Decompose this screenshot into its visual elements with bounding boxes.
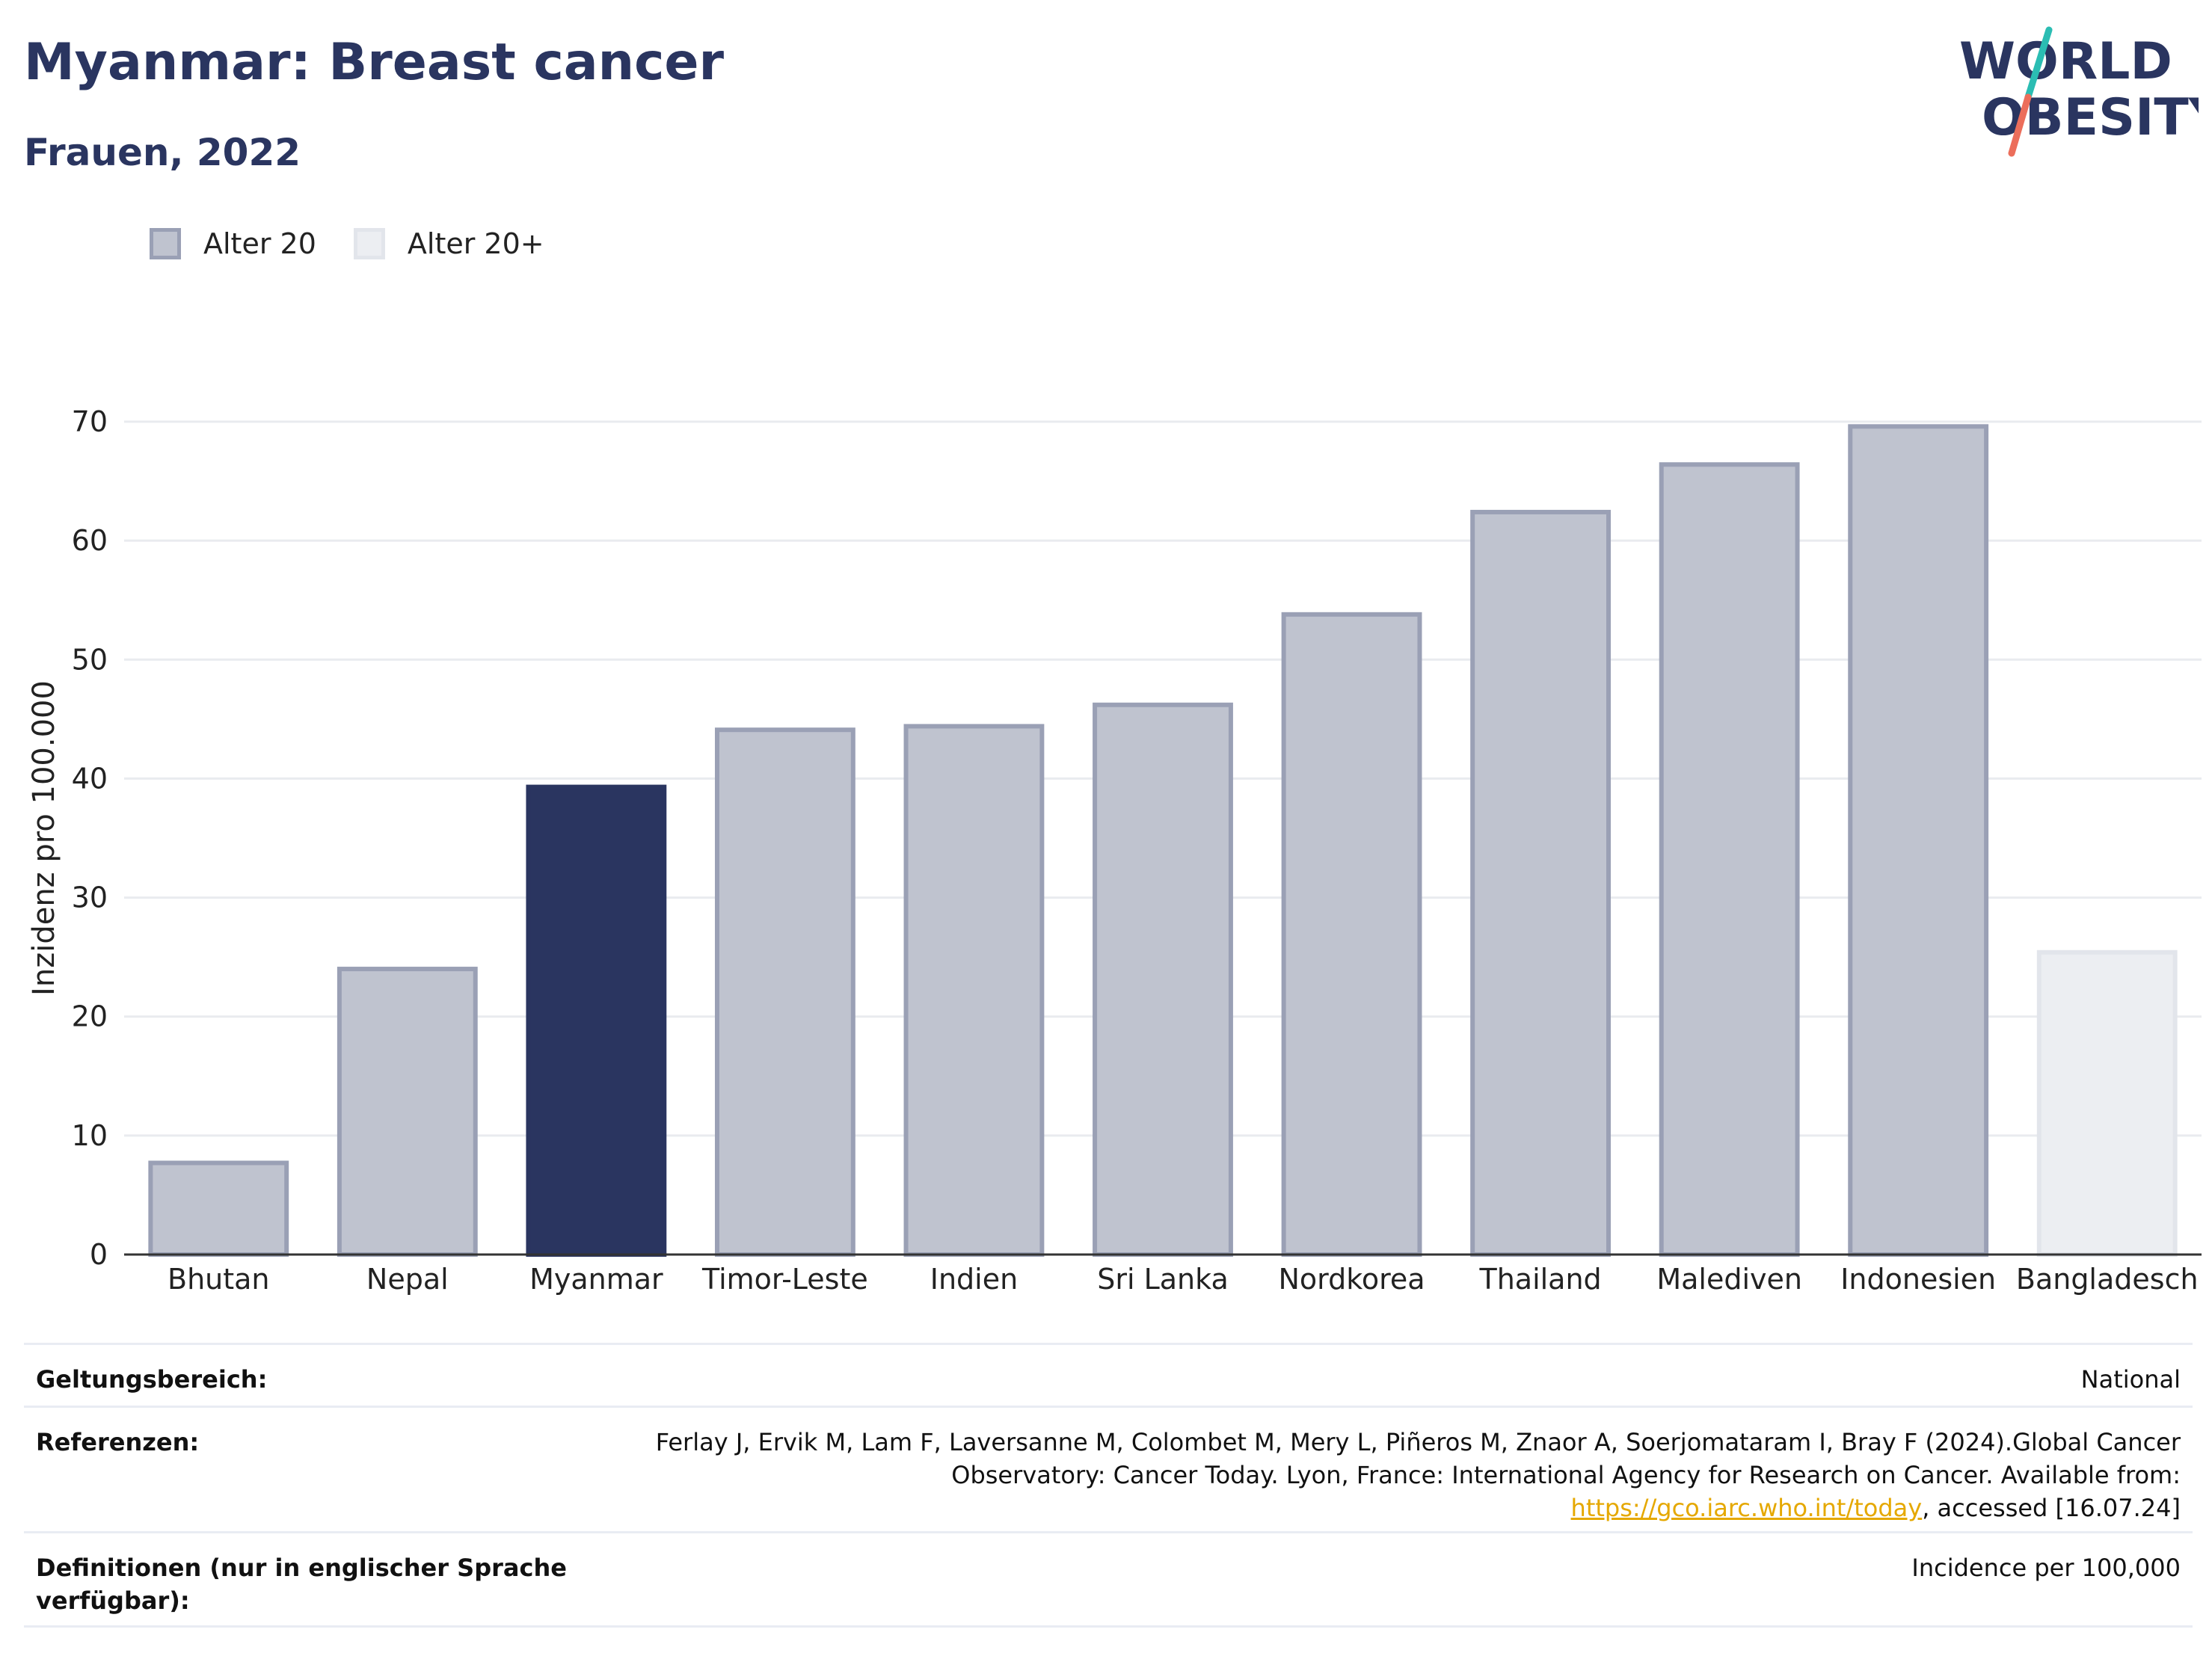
references-suffix: , accessed [16.07.24] (1922, 1494, 2181, 1522)
references-link[interactable]: https://gco.iarc.who.int/today (1570, 1494, 1923, 1522)
logo-slash-teal (2024, 26, 2053, 101)
world-obesity-logo: WORLD OBESITY (1959, 26, 2199, 157)
references-label: Referenzen: (36, 1428, 200, 1456)
x-tick-label: Malediven (1656, 1263, 1802, 1296)
x-tick-label: Bangladesch (2016, 1263, 2199, 1296)
bar-myanmar[interactable] (526, 784, 667, 1257)
y-axis-title: Inzidenz pro 100.000 (27, 680, 61, 996)
y-tick-label: 20 (72, 1000, 108, 1033)
legend-item-alter-20[interactable]: Alter 20 (150, 227, 316, 260)
bar-malediven[interactable] (1659, 462, 1800, 1258)
references-value: Ferlay J, Ervik M, Lam F, Laversanne M, … (625, 1426, 2181, 1522)
chart-title: Myanmar: Breast cancer (24, 33, 725, 92)
bar-indonesien[interactable] (1848, 424, 1989, 1257)
bar-bhutan[interactable] (148, 1160, 289, 1257)
x-tick-label: Nepal (366, 1263, 449, 1296)
legend-item-alter-20-plus[interactable]: Alter 20+ (353, 227, 544, 260)
bar-sri-lanka[interactable] (1093, 702, 1233, 1257)
y-tick-label: 60 (72, 524, 108, 557)
y-tick-label: 10 (72, 1119, 108, 1152)
bar-thailand[interactable] (1470, 509, 1612, 1258)
legend-label-alter-20: Alter 20 (203, 227, 316, 260)
legend-label-alter-20-plus: Alter 20+ (407, 227, 544, 260)
definitions-value: Incidence per 100,000 (1911, 1554, 2181, 1582)
meta-row-references: Referenzen: Ferlay J, Ervik M, Lam F, La… (24, 1408, 2193, 1533)
y-tick-label: 70 (72, 405, 108, 438)
legend-swatch-alter-20 (150, 228, 181, 259)
bar-bangladesch[interactable] (2036, 949, 2178, 1258)
x-tick-label: Indonesien (1840, 1263, 1996, 1296)
meta-table: Geltungsbereich: National Referenzen: Fe… (24, 1343, 2193, 1628)
logo-slash-coral (2008, 93, 2032, 157)
y-tick-label: 30 (72, 881, 108, 914)
legend-swatch-alter-20-plus (353, 228, 385, 259)
chart-subtitle: Frauen, 2022 (24, 131, 301, 174)
definitions-label: Definitionen (nur in englischer Sprache … (36, 1554, 567, 1615)
x-tick-label: Sri Lanka (1097, 1263, 1229, 1296)
scope-label: Geltungsbereich: (36, 1365, 268, 1394)
chart-legend: Alter 20 Alter 20+ (150, 223, 582, 265)
bar-indien[interactable] (903, 724, 1045, 1257)
bar-nepal[interactable] (337, 967, 478, 1257)
bar-chart: 0 10 20 30 40 50 60 70 Inzidenz pro 100.000 Bhuta… (27, 405, 2202, 1296)
y-tick-label: 0 (90, 1238, 108, 1271)
x-tick-label: Bhutan (168, 1263, 270, 1296)
references-text: Ferlay J, Ervik M, Lam F, Laversanne M, … (655, 1428, 2181, 1489)
x-tick-label: Myanmar (529, 1263, 663, 1296)
x-tick-label: Timor-Leste (701, 1263, 868, 1296)
x-tick-label: Indien (930, 1263, 1018, 1296)
y-tick-label: 50 (72, 643, 108, 676)
x-tick-label: Nordkorea (1278, 1263, 1425, 1296)
y-tick-label: 40 (72, 762, 108, 795)
bar-nordkorea[interactable] (1281, 612, 1422, 1258)
x-tick-label: Thailand (1478, 1263, 1601, 1296)
bar-timor-leste[interactable] (714, 727, 855, 1257)
meta-row-definitions: Definitionen (nur in englischer Sprache … (24, 1533, 2193, 1628)
logo-line-1: WORLD (1959, 32, 2172, 91)
scope-value: National (2080, 1365, 2181, 1394)
meta-row-scope: Geltungsbereich: National (24, 1345, 2193, 1408)
